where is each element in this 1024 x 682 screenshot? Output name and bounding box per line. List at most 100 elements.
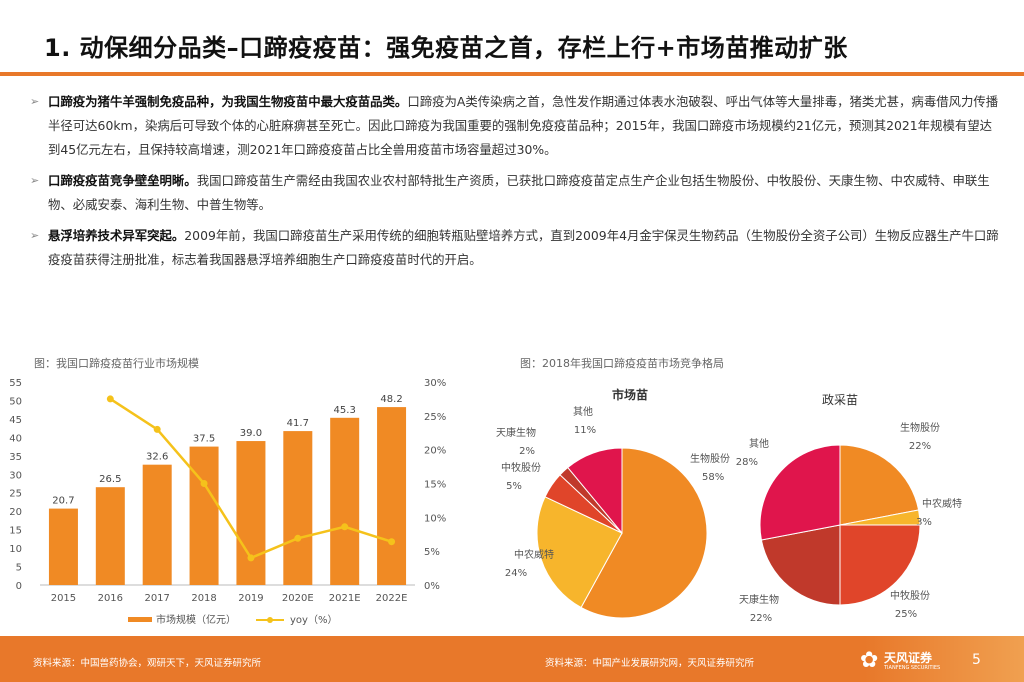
pie-slice-pct: 3% [916, 517, 932, 528]
x-tick-label: 2016 [98, 593, 123, 604]
y-tick-label: 25 [9, 489, 22, 500]
bar [283, 431, 313, 585]
pie-slice-label: 中牧股份 [890, 589, 930, 602]
y-tick-label: 5 [16, 563, 22, 574]
pie-title: 政采苗 [822, 393, 858, 407]
legend-line-label: yoy（%） [290, 614, 337, 626]
x-tick-label: 2017 [144, 593, 169, 604]
yoy-point [153, 425, 161, 433]
bar-value-label: 39.0 [240, 428, 262, 439]
x-tick-label: 2022E [376, 593, 408, 604]
pie-slice-pct: 24% [505, 568, 527, 579]
y2-tick-label: 0% [424, 581, 440, 592]
pie-slice-pct: 11% [574, 425, 596, 436]
x-tick-label: 2020E [282, 593, 314, 604]
y-tick-label: 55 [9, 378, 22, 389]
logo-subtitle: TIANFENG SECURITIES [884, 665, 941, 671]
pie-slice-pct: 28% [736, 457, 758, 468]
pie-slice-label: 其他 [749, 437, 769, 450]
pie-slice [839, 524, 921, 606]
y-tick-label: 10 [9, 544, 22, 555]
y2-tick-label: 30% [424, 378, 446, 389]
page-number: 5 [972, 652, 981, 668]
x-tick-label: 2021E [329, 593, 361, 604]
market-size-chart: 0 5 10 15 20 25 30 35 40 45 50 55 0% 5% 10% 15% 20% 25% 30… [9, 378, 446, 626]
bar-value-label: 45.3 [334, 405, 356, 416]
bullet-text: 我国口蹄疫苗生产需经由我国农业农村部特批生产资质，已获批口蹄疫疫苗定点生产企业包… [48, 173, 990, 212]
pie-slice-label: 生物股份 [690, 452, 730, 465]
legend-line-marker [267, 617, 273, 623]
bullet-list: ➢ 口蹄疫为猪牛羊强制免疫品种，为我国生物疫苗中最大疫苗品类。口蹄疫为A类传染病之… [30, 90, 1000, 279]
bar [95, 487, 125, 585]
pie-slice-pct: 25% [895, 609, 917, 620]
source-right: 资料来源：中国产业发展研究网，天风证券研究所 [545, 658, 755, 669]
pie-slice-label: 其他 [573, 405, 593, 418]
bullet-item: ➢ 口蹄疫疫苗竞争壁垒明晰。我国口蹄疫苗生产需经由我国农业农村部特批生产资质，已获… [30, 169, 1000, 217]
pie-slice [759, 444, 841, 541]
pie-slice-label: 天康生物 [496, 426, 536, 439]
y2-tick-label: 10% [424, 513, 446, 524]
bar-value-label: 32.6 [146, 452, 168, 463]
y-tick-label: 0 [16, 581, 22, 592]
legend-bar-label: 市场规模（亿元） [156, 613, 236, 626]
pie-slice-pct: 58% [702, 472, 724, 483]
bar-value-label: 48.2 [380, 394, 402, 405]
pie-slice-pct: 5% [506, 481, 522, 492]
y2-tick-label: 15% [424, 480, 446, 491]
bullet-text: 2009年前，我国口蹄疫苗生产采用传统的细胞转瓶贴壁培养方式，直到2009年4月… [48, 228, 999, 267]
x-tick-label: 2015 [51, 593, 76, 604]
pie-slice-label: 生物股份 [900, 421, 940, 434]
pie-slice-pct: 2% [519, 446, 535, 457]
left-chart-caption: 图：我国口蹄疫疫苗行业市场规模 [34, 357, 199, 370]
bar [377, 407, 407, 585]
pie-slice [536, 496, 623, 609]
y-tick-label: 40 [9, 433, 22, 444]
y-tick-label: 30 [9, 470, 22, 481]
pie-slice [580, 447, 708, 619]
bar [189, 446, 219, 585]
yoy-point [247, 554, 255, 562]
bullet-lead: 悬浮培养技术异军突起。 [48, 228, 185, 243]
pie-slice-pct: 22% [750, 613, 772, 624]
pie-slice-label: 中农威特 [514, 548, 554, 561]
y2-tick-label: 20% [424, 446, 446, 457]
company-logo: ✿ 天风证券 TIANFENG SECURITIES [860, 646, 940, 676]
right-chart-caption: 图：2018年我国口蹄疫疫苗市场竞争格局 [520, 357, 724, 370]
logo-name: 天风证券 [884, 651, 933, 665]
bullet-arrow-icon: ➢ [30, 229, 40, 242]
pie-title: 市场苗 [612, 387, 648, 402]
bar-value-label: 41.7 [287, 418, 309, 429]
bar [236, 441, 266, 585]
pie-slice [567, 447, 623, 535]
bullet-arrow-icon: ➢ [30, 174, 40, 187]
yoy-point [200, 480, 208, 487]
y2-tick-label: 5% [424, 547, 440, 558]
bullet-item: ➢ 口蹄疫为猪牛羊强制免疫品种，为我国生物疫苗中最大疫苗品类。口蹄疫为A类传染病之… [30, 90, 1000, 162]
bullet-arrow-icon: ➢ [30, 95, 40, 108]
y-tick-label: 45 [9, 415, 22, 426]
pie-slice-label: 中牧股份 [501, 461, 541, 474]
bullet-text: 口蹄疫为A类传染病之首，急性发作期通过体表水泡破裂、呼出气体等大量排毒，猪类尤甚… [48, 94, 999, 157]
bullet-lead: 口蹄疫疫苗竞争壁垒明晰。 [48, 173, 197, 188]
pie-slice-label: 天康生物 [739, 593, 779, 606]
y2-tick-label: 25% [424, 412, 446, 423]
y-tick-label: 20 [9, 507, 22, 518]
yoy-point [341, 523, 349, 531]
bullet-item: ➢ 悬浮培养技术异军突起。2009年前，我国口蹄疫苗生产采用传统的细胞转瓶贴壁培养… [30, 224, 1000, 272]
source-left: 资料来源：中国兽药协会，观研天下，天风证券研究所 [33, 658, 262, 669]
x-tick-label: 2019 [238, 593, 263, 604]
bar-value-label: 26.5 [99, 474, 121, 485]
legend-bar-swatch [128, 617, 152, 622]
pie-slice [839, 444, 920, 526]
pie-slice-label: 中农威特 [922, 497, 962, 510]
title-rule [0, 72, 1024, 76]
bar-value-label: 20.7 [52, 496, 74, 507]
y-tick-label: 15 [9, 526, 22, 537]
pie-slice-pct: 22% [909, 441, 931, 452]
yoy-point [294, 534, 302, 542]
x-tick-label: 2018 [191, 593, 216, 604]
y-tick-label: 35 [9, 452, 22, 463]
bar [48, 508, 78, 585]
footer-bar [0, 636, 1024, 682]
